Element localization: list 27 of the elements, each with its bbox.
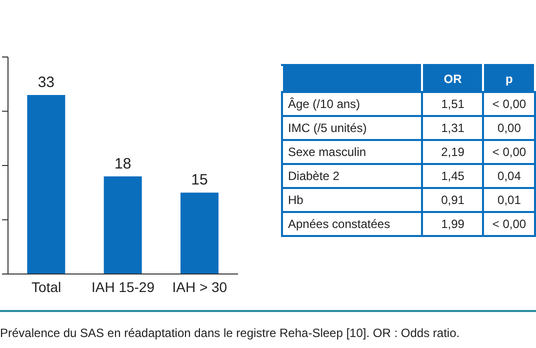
text: 0,00 (498, 121, 521, 135)
data-label: 15 (191, 172, 208, 189)
category-label: Diabète 2 (288, 169, 340, 183)
text: 1,31 (441, 121, 464, 135)
x-tick-label: IAH 15-29 (91, 278, 155, 295)
category-label: Âge (/10 ans) (288, 97, 360, 111)
text: 1,45 (441, 169, 464, 183)
category-label: OR (422, 65, 484, 92)
data-label: 18 (114, 155, 132, 172)
category-label: IMC (/5 unités) (288, 121, 367, 135)
text: Prévalence du SAS en réadaptation dans le registre Reha-Sleep [10]. OR : Odds ratio. (0, 326, 460, 340)
x-tick-label: IAH > 30 (172, 278, 228, 295)
data-label: 33 (38, 74, 55, 91)
text: < 0,00 (492, 217, 526, 231)
text: 1,99 (441, 217, 464, 231)
text: 2,19 (441, 145, 464, 159)
x-tick-label: Total (32, 278, 62, 295)
category-label: p (483, 65, 535, 92)
text: < 0,00 (492, 145, 526, 159)
category-label: Hb (288, 193, 304, 207)
text: 0,04 (498, 169, 521, 183)
category-label: Apnées constatées (288, 217, 390, 231)
text: < 0,00 (492, 97, 526, 111)
text: 1,51 (441, 97, 464, 111)
text: 0,91 (441, 193, 464, 207)
category-label: Sexe masculin (288, 145, 366, 159)
text: 0,01 (498, 193, 521, 207)
